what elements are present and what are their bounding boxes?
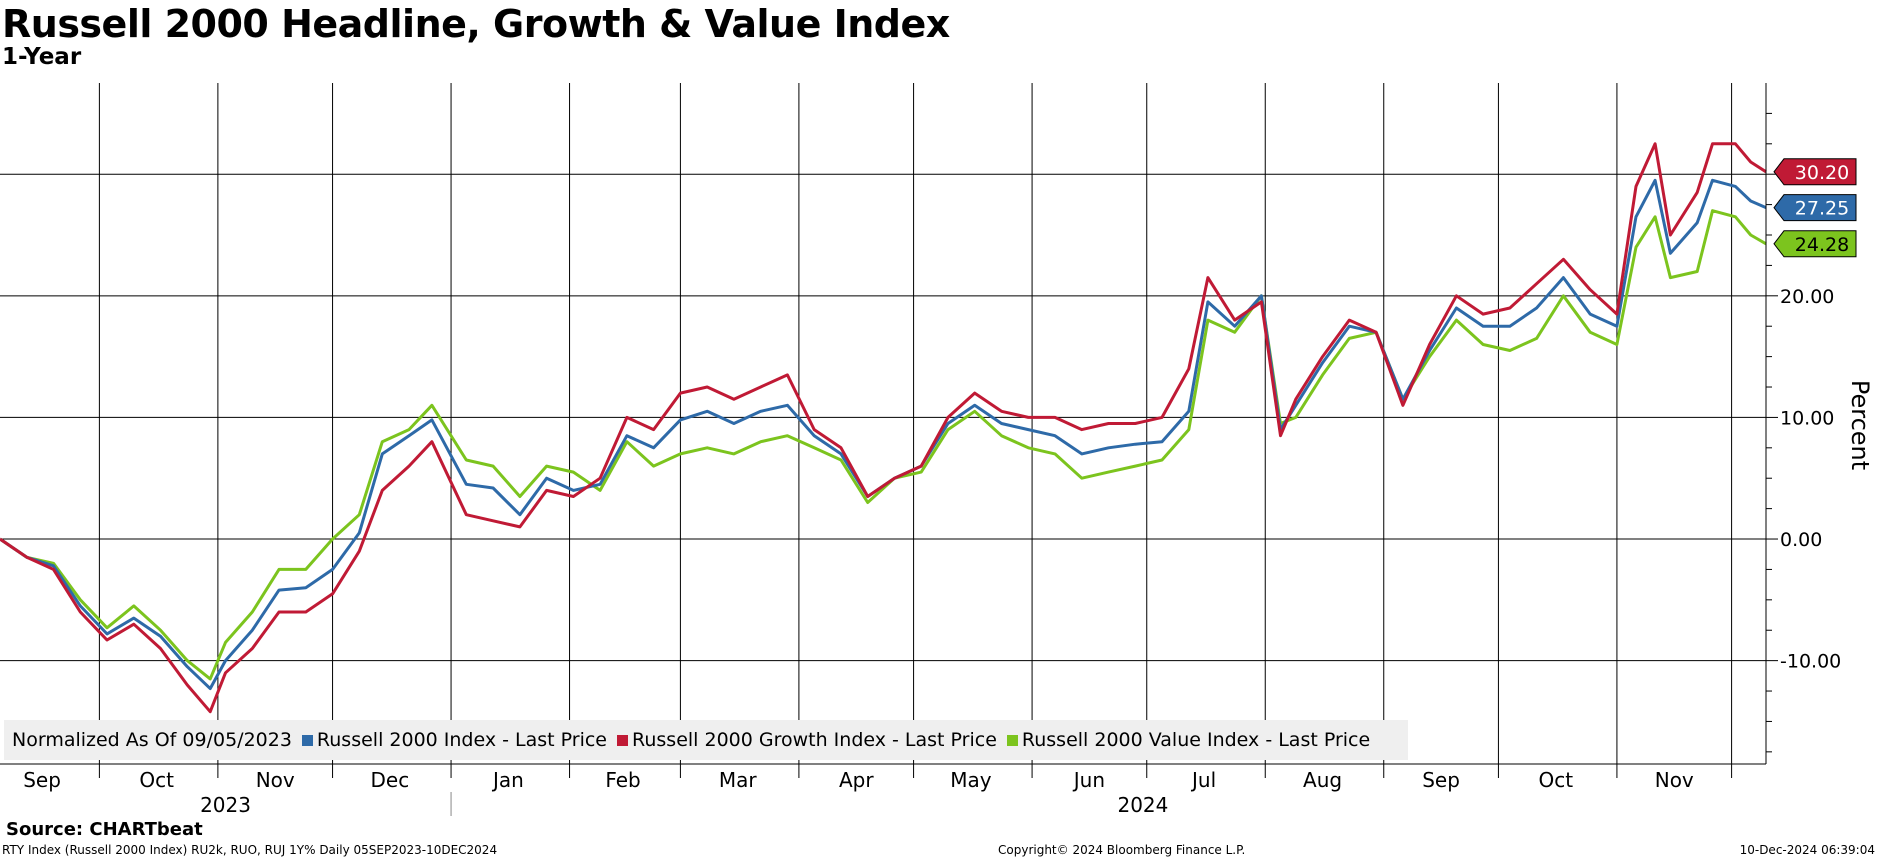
x-month-label: Feb xyxy=(605,768,640,792)
legend-swatch-value xyxy=(1006,734,1018,746)
series-layer xyxy=(0,142,1767,714)
y-axis-title: Percent xyxy=(1846,380,1874,470)
footer-copyright: Copyright© 2024 Bloomberg Finance L.P. xyxy=(998,843,1246,857)
legend-swatch-headline xyxy=(301,734,313,746)
footer-index-info: RTY Index (Russell 2000 Index) RU2k, RUO… xyxy=(2,843,498,857)
x-month-label: Nov xyxy=(1655,768,1694,792)
x-month-label: May xyxy=(950,768,992,792)
y-tick-label: 10.00 xyxy=(1780,407,1834,429)
y-tick-label: 0.00 xyxy=(1780,529,1822,551)
legend-item-value: Russell 2000 Value Index - Last Price xyxy=(1006,729,1371,751)
last-value-tag xyxy=(1773,194,1857,222)
footer-timestamp: 10-Dec-2024 06:39:04 xyxy=(1739,843,1875,857)
legend-label-value: Russell 2000 Value Index - Last Price xyxy=(1021,729,1371,751)
x-month-label: Jun xyxy=(1072,768,1105,792)
x-month-label: Oct xyxy=(1538,768,1573,792)
last-value-tag xyxy=(1773,158,1857,186)
x-year-label: 2024 xyxy=(1117,793,1168,817)
x-month-label: Apr xyxy=(839,768,874,792)
x-month-label: Oct xyxy=(139,768,174,792)
x-month-label: Sep xyxy=(23,768,61,792)
chart-legend: Normalized As Of 09/05/2023 Russell 2000… xyxy=(4,720,1408,760)
x-year-label: 2023 xyxy=(200,793,251,817)
legend-label-headline: Russell 2000 Index - Last Price xyxy=(316,729,607,751)
last-value-label: 30.20 xyxy=(1795,162,1849,184)
x-month-label: Sep xyxy=(1422,768,1460,792)
series-line xyxy=(0,178,1767,691)
x-month-label: Dec xyxy=(371,768,410,792)
legend-item-growth: Russell 2000 Growth Index - Last Price xyxy=(617,729,997,751)
grid-layer xyxy=(0,83,1766,778)
x-month-label: Aug xyxy=(1303,768,1342,792)
legend-swatch-growth xyxy=(617,734,628,746)
series-line xyxy=(0,209,1767,681)
x-month-label: Jan xyxy=(491,768,524,792)
chart-subtitle: 1-Year xyxy=(2,44,82,70)
x-month-label: Nov xyxy=(256,768,295,792)
last-value-label: 27.25 xyxy=(1795,198,1849,220)
chart-title: Russell 2000 Headline, Growth & Value In… xyxy=(2,2,950,46)
legend-label-growth: Russell 2000 Growth Index - Last Price xyxy=(632,729,997,751)
source-note: Source: CHARTbeat xyxy=(6,819,203,840)
x-month-label: Mar xyxy=(719,768,758,792)
x-month-label: Jul xyxy=(1190,768,1216,792)
last-value-tag xyxy=(1773,230,1857,258)
legend-normalized-note: Normalized As Of 09/05/2023 xyxy=(12,729,292,751)
legend-normalized-text: Normalized As Of 09/05/2023 xyxy=(12,729,292,751)
legend-item-headline: Russell 2000 Index - Last Price xyxy=(301,729,607,751)
y-tick-label: 20.00 xyxy=(1780,286,1834,308)
axis-layer: -10.00 0.00 10.00 20.00 Percent Sep Oct Nov Dec J… xyxy=(0,83,1874,817)
last-value-label: 24.28 xyxy=(1795,234,1849,256)
series-line xyxy=(0,142,1767,714)
y-tick-label: -10.00 xyxy=(1780,651,1841,673)
